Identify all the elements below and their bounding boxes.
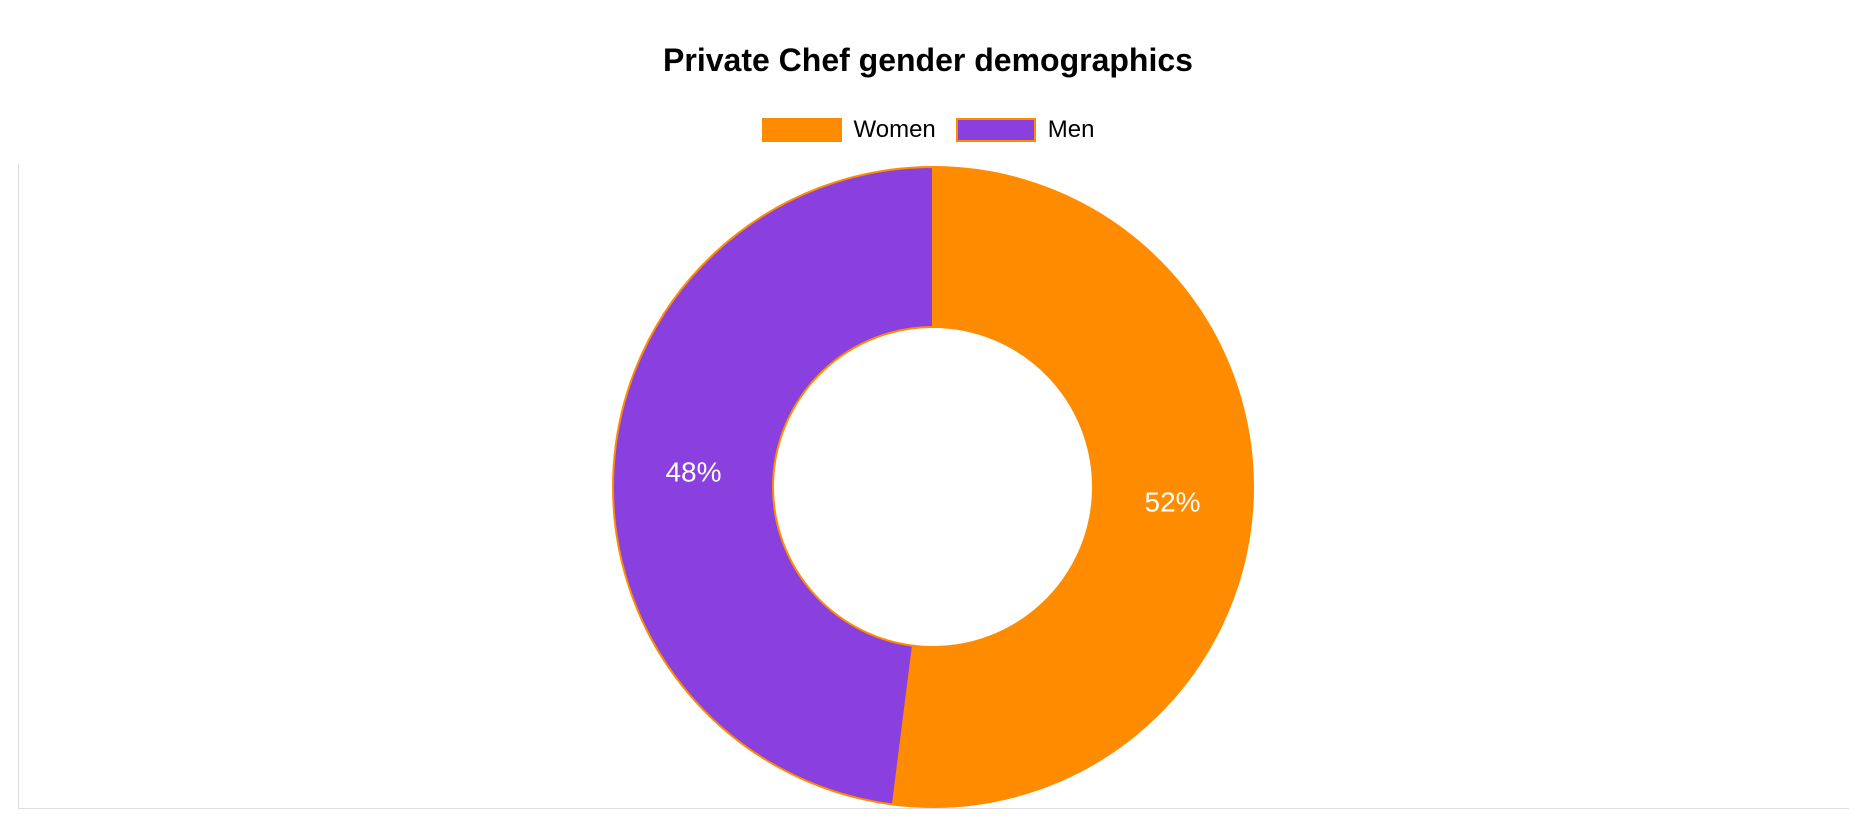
plot-area — [18, 164, 1849, 809]
legend: Women Men — [0, 116, 1856, 144]
slice-women[interactable] — [891, 165, 1254, 808]
legend-label-men: Men — [1047, 116, 1095, 143]
chart-title: Private Chef gender demographics — [663, 42, 1193, 78]
legend-swatch-women — [761, 118, 842, 142]
legend-label-women: Women — [853, 116, 936, 143]
slice-label-men: 48% — [665, 456, 721, 487]
slice-label-women: 52% — [1145, 487, 1201, 518]
legend-item-men[interactable]: Men — [955, 116, 1095, 144]
legend-swatch-men — [955, 118, 1036, 142]
slice-men[interactable] — [612, 165, 934, 806]
legend-item-women[interactable]: Women — [761, 116, 936, 144]
